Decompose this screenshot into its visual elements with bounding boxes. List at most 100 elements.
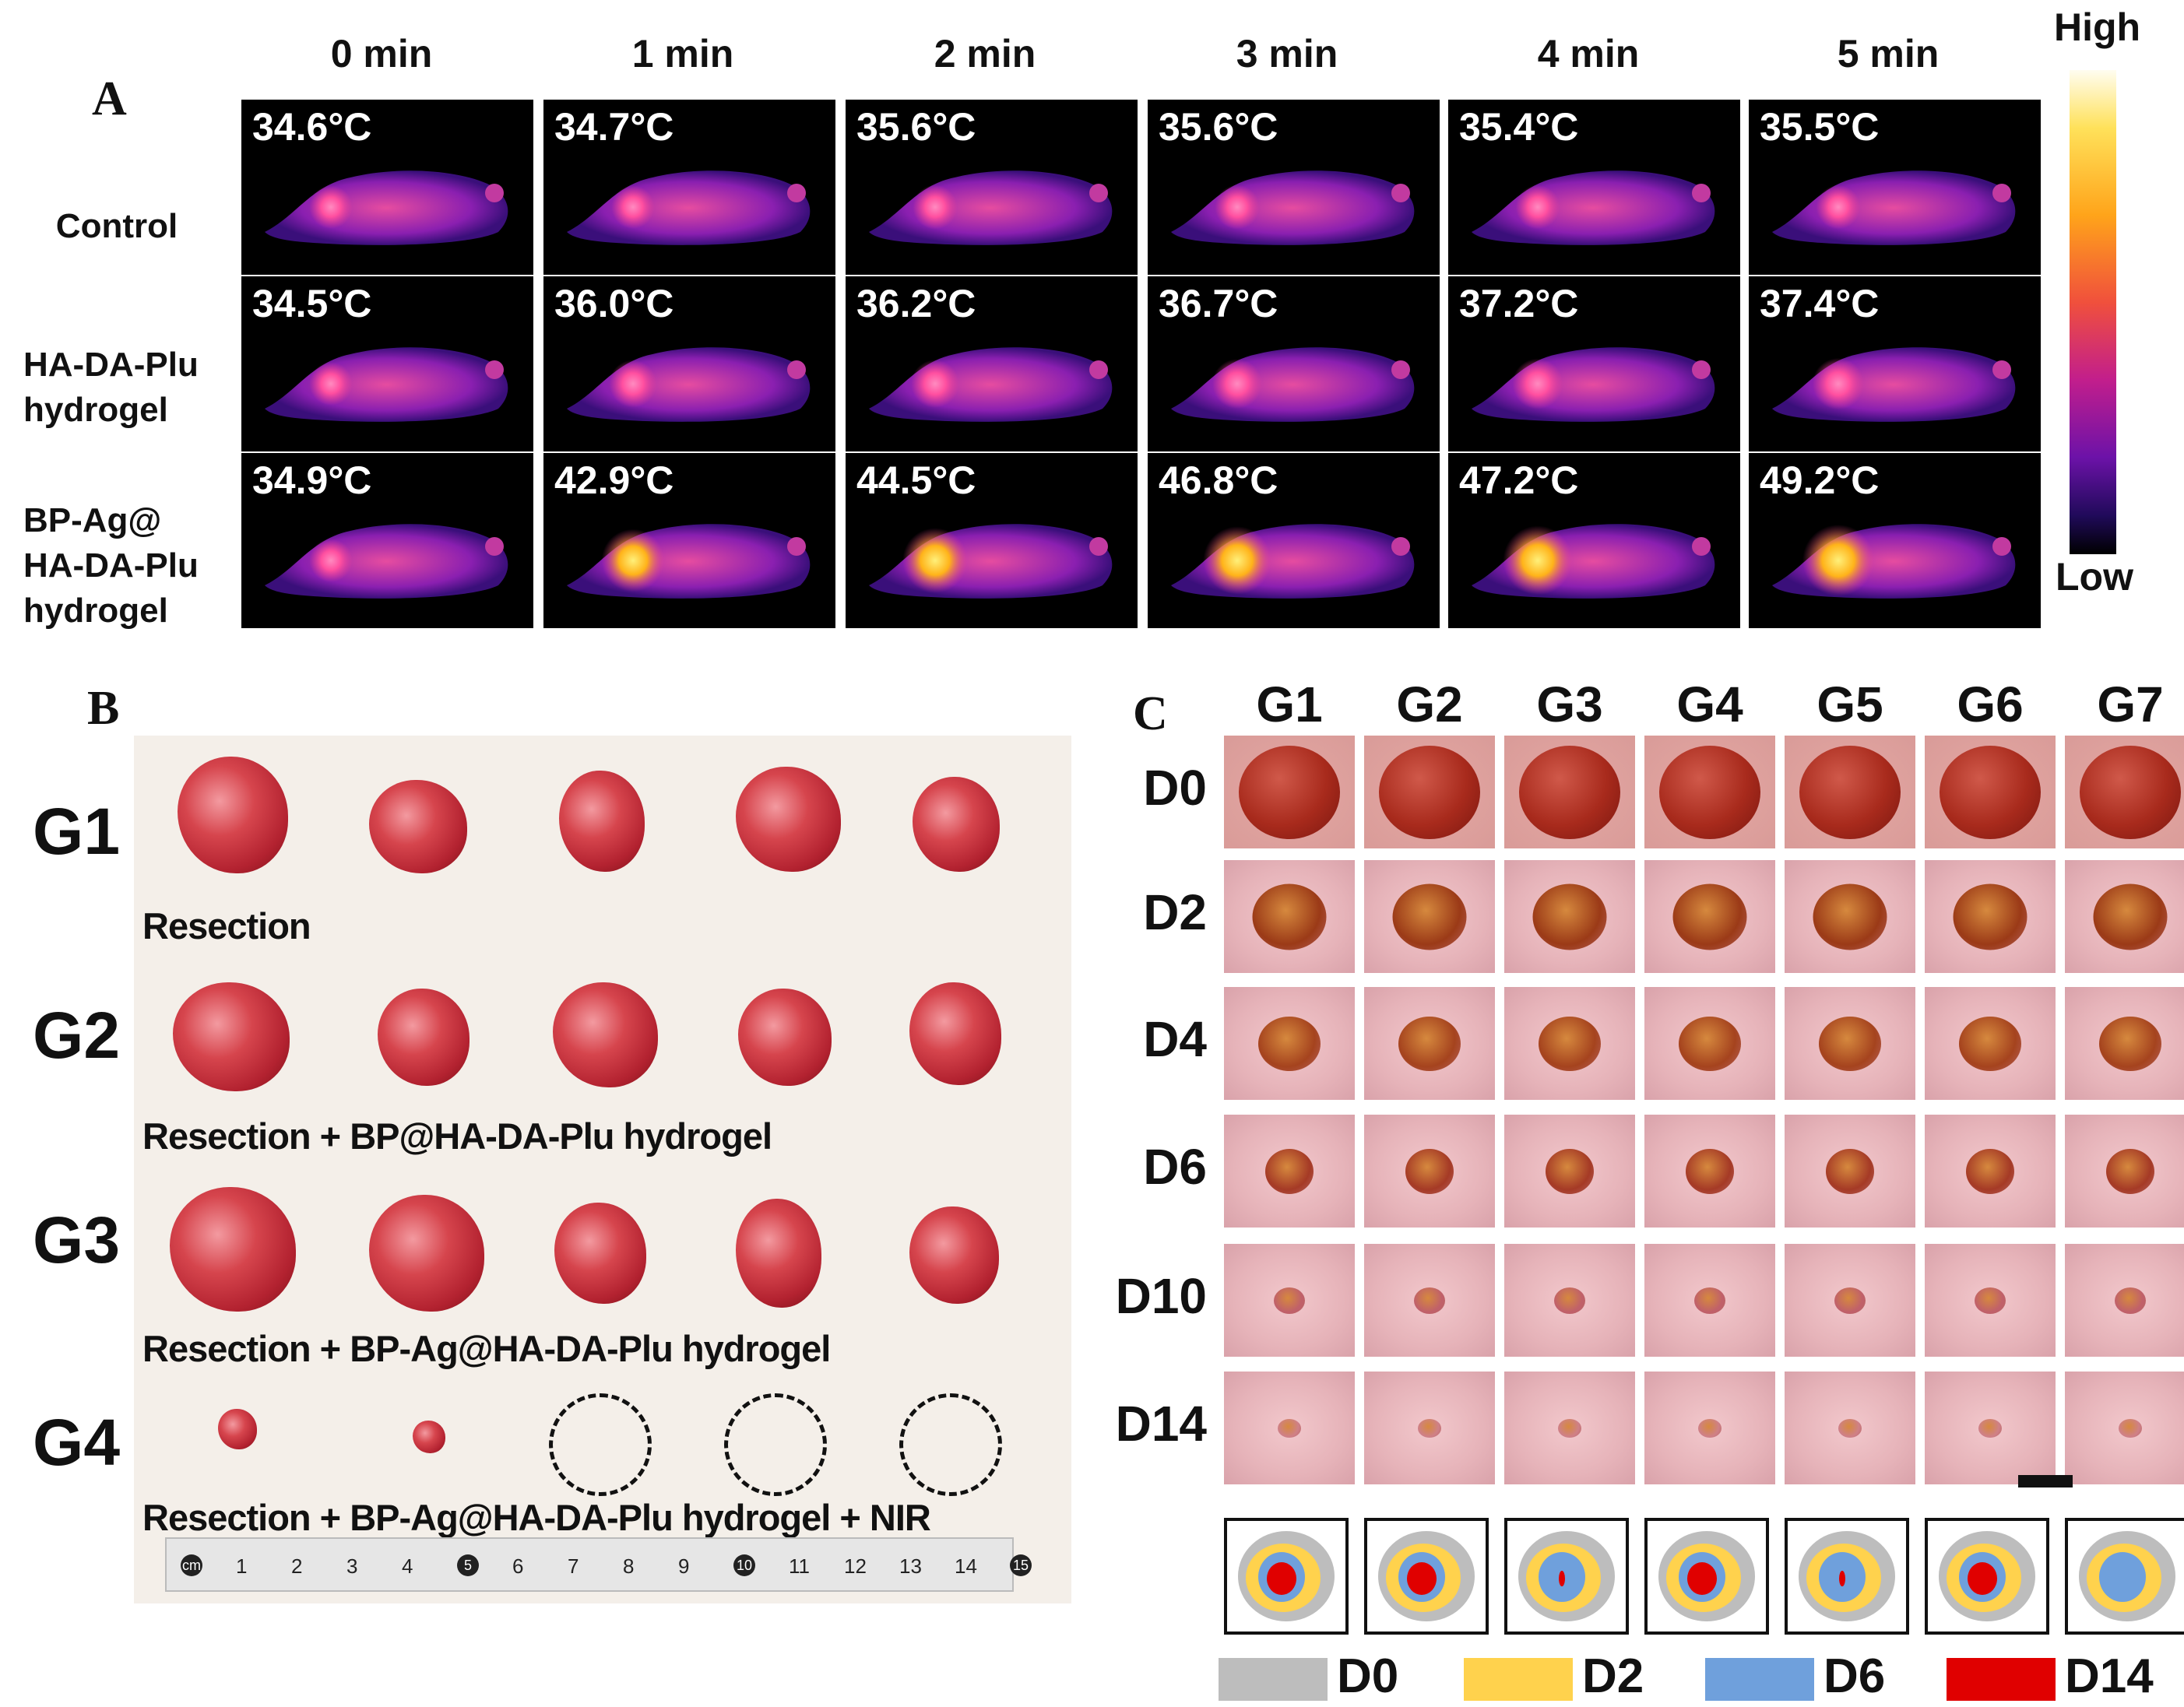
- legend-swatch: [1947, 1658, 2056, 1701]
- thermal-image: 37.2°C: [1448, 276, 1740, 451]
- group-label-g3: G3: [33, 1203, 121, 1277]
- tumor: [173, 982, 290, 1091]
- mouse-thermal-silhouette: [567, 170, 811, 245]
- wound-area: [2080, 745, 2181, 839]
- wound-photo: [1644, 736, 1775, 848]
- panel-a-letter: A: [92, 72, 127, 125]
- wound-closure-schematic: [2065, 1518, 2184, 1635]
- temperature-label: 36.2°C: [856, 282, 976, 325]
- wound-photo: [1644, 1244, 1775, 1357]
- ruler-bolt-label: 5: [457, 1554, 479, 1576]
- wound-area: [1799, 745, 1901, 839]
- legend-label: D2: [1582, 1649, 1644, 1703]
- wound-area: [1813, 883, 1887, 950]
- mouse-thermal-silhouette: [869, 524, 1113, 599]
- wound-closure-schematic: [1785, 1518, 1909, 1635]
- legend-swatch: [1219, 1658, 1328, 1701]
- tumor: [738, 989, 832, 1086]
- group-header: G4: [1676, 676, 1743, 732]
- legend-swatch: [1705, 1658, 1814, 1701]
- legend-label: D6: [1824, 1649, 1886, 1703]
- wound-photo: [1925, 1372, 2056, 1484]
- wound-area: [1838, 1418, 1862, 1438]
- wound-area: [1679, 1016, 1741, 1071]
- tumor: [909, 982, 1001, 1085]
- legend-label: D0: [1337, 1649, 1399, 1703]
- temperature-label: 42.9°C: [554, 458, 674, 502]
- wound-closure-schematic: [1364, 1518, 1489, 1635]
- day-label: D2: [1143, 884, 1207, 940]
- group-header: G7: [2097, 676, 2164, 732]
- temperature-label: 46.8°C: [1159, 458, 1278, 502]
- temperature-label: 37.4°C: [1760, 282, 1880, 325]
- wound-photo: [1224, 987, 1355, 1100]
- wound-area: [1826, 1148, 1874, 1194]
- row-label-bpag-hydrogel: BP-Ag@ HA-DA-Plu hydrogel: [23, 501, 199, 630]
- wound-area: [1265, 1148, 1314, 1194]
- mouse-thermal-silhouette: [1171, 170, 1415, 245]
- wound-area: [1819, 1016, 1881, 1071]
- tumor: [178, 757, 288, 873]
- closure-rings: [1518, 1531, 1615, 1621]
- wound-area: [1698, 1418, 1722, 1438]
- time-header: 0 min: [330, 32, 433, 76]
- thermal-image: 47.2°C: [1448, 453, 1740, 628]
- wound-photo: [1504, 736, 1635, 848]
- thermal-image: 34.6°C: [241, 100, 533, 275]
- legend-label: D14: [2065, 1649, 2154, 1703]
- thermal-image: 35.6°C: [1148, 100, 1440, 275]
- mouse-thermal-silhouette: [1772, 524, 2016, 599]
- mouse-thermal-silhouette: [1772, 347, 2016, 422]
- wound-area: [1554, 1287, 1585, 1314]
- wound-area: [1940, 745, 2041, 839]
- wound-photo: [1644, 1372, 1775, 1484]
- thermal-image: 35.4°C: [1448, 100, 1740, 275]
- ruler-number: 11: [789, 1554, 810, 1578]
- wound-photo: [1644, 860, 1775, 973]
- closure-rings: [1939, 1531, 2035, 1621]
- wound-photo: [2065, 860, 2184, 973]
- wound-photo: [1224, 1115, 1355, 1228]
- wound-photo: [1925, 736, 2056, 848]
- wound-closure-schematic: [1504, 1518, 1629, 1635]
- temperature-label: 35.6°C: [1159, 105, 1278, 149]
- closure-rings: [1238, 1531, 1335, 1621]
- group-caption-g2: Resection + BP@HA-DA-Plu hydrogel: [142, 1115, 772, 1157]
- wound-photo: [1504, 1244, 1635, 1357]
- ruler-bolt-label: 10: [733, 1554, 755, 1576]
- wound-photo: [1364, 736, 1495, 848]
- panel-b-letter: B: [87, 682, 120, 735]
- group-header: G1: [1256, 676, 1323, 732]
- wound-area: [1558, 1418, 1581, 1438]
- ruler-number: 7: [568, 1554, 579, 1578]
- thermal-image: 44.5°C: [846, 453, 1138, 628]
- wound-photo: [2065, 1372, 2184, 1484]
- tumor: [413, 1421, 445, 1453]
- thermal-image: 35.5°C: [1749, 100, 2041, 275]
- ruler-number: 14: [955, 1554, 977, 1578]
- closure-rings: [2079, 1531, 2175, 1621]
- wound-area: [1953, 883, 2027, 950]
- mouse-thermal-silhouette: [1472, 347, 1715, 422]
- group-label-g4: G4: [33, 1406, 121, 1479]
- tumor: [378, 989, 470, 1086]
- tumor: [369, 780, 467, 873]
- tumor: [218, 1409, 257, 1449]
- tumor: [553, 982, 658, 1087]
- mouse-thermal-silhouette: [1472, 524, 1715, 599]
- group-caption-g4: Resection + BP-Ag@HA-DA-Plu hydrogel + N…: [142, 1497, 931, 1538]
- thermal-image: 36.2°C: [846, 276, 1138, 451]
- tumor: [736, 1199, 821, 1308]
- mouse-thermal-silhouette: [1171, 347, 1415, 422]
- wound-photo: [1644, 987, 1775, 1100]
- thermal-image: 34.7°C: [543, 100, 835, 275]
- ruler-number: 9: [678, 1554, 690, 1578]
- wound-area: [1278, 1418, 1301, 1438]
- thermal-image: 36.7°C: [1148, 276, 1440, 451]
- wound-photo: [1224, 1372, 1355, 1484]
- mouse-thermal-silhouette: [265, 347, 508, 422]
- wound-photo: [1364, 987, 1495, 1100]
- wound-area: [1258, 1016, 1321, 1071]
- wound-photo: [1785, 860, 1915, 973]
- ruler-number: 8: [623, 1554, 635, 1578]
